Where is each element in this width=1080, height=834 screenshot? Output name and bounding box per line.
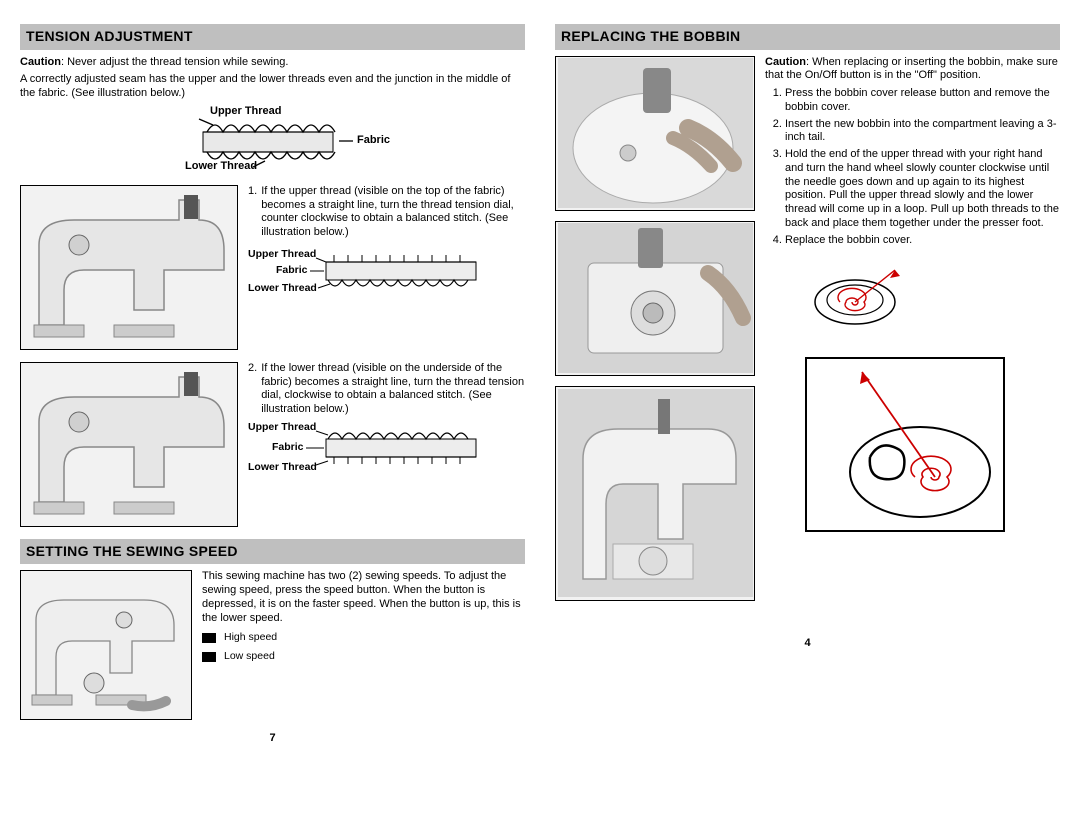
tension-step1-img — [20, 185, 238, 350]
speed-high-row: High speed — [202, 631, 525, 644]
speed-text-side: This sewing machine has two (2) sewing s… — [202, 570, 525, 720]
step2-num: 2. — [248, 362, 257, 417]
bobbin-photo-2 — [555, 221, 755, 376]
mini-diagram-1: Upper Thread Fabric Lower Thread — [248, 244, 525, 299]
thread-diagram: Upper Thread Fabric Lower Thread — [145, 107, 400, 175]
bobbin-caution-text: : When replacing or inserting the bobbin… — [765, 56, 1058, 82]
speed-img — [20, 570, 192, 720]
caution-text: : Never adjust the thread tension while … — [61, 56, 288, 68]
bobbin-caution-label: Caution — [765, 56, 806, 68]
bobbin-photo-3 — [555, 386, 755, 601]
speed-row: This sewing machine has two (2) sewing s… — [20, 570, 525, 720]
diagram-fabric-label: Fabric — [357, 134, 390, 148]
right-page-num: 4 — [555, 637, 1060, 651]
high-speed-icon — [202, 633, 216, 643]
bobbin-step-3: Hold the end of the upper thread with yo… — [785, 148, 1060, 231]
high-speed-label: High speed — [224, 631, 277, 644]
bobbin-text-side: Caution: When replacing or inserting the… — [765, 56, 1060, 601]
speed-text: This sewing machine has two (2) sewing s… — [202, 570, 525, 625]
mini2-fabric: Fabric — [272, 441, 304, 454]
mini1-fabric: Fabric — [276, 264, 308, 277]
tension-step2-row: 2. If the lower thread (visible on the u… — [20, 362, 525, 527]
tension-header: TENSION ADJUSTMENT — [20, 24, 525, 50]
bobbin-step-2: Insert the new bobbin into the compartme… — [785, 118, 1060, 146]
diagram-lower-label: Lower Thread — [185, 160, 257, 174]
speed-low-row: Low speed — [202, 650, 525, 663]
left-column: TENSION ADJUSTMENT Caution: Never adjust… — [20, 24, 525, 746]
mini2-lower: Lower Thread — [248, 461, 317, 474]
tension-caution: Caution: Never adjust the thread tension… — [20, 56, 525, 70]
tension-step2-img — [20, 362, 238, 527]
bobbin-spiral-small — [795, 259, 915, 339]
mini1-upper: Upper Thread — [248, 248, 316, 261]
bobbin-caution: Caution: When replacing or inserting the… — [765, 56, 1060, 84]
bobbin-header: REPLACING THE BOBBIN — [555, 24, 1060, 50]
caution-label: Caution — [20, 56, 61, 68]
step1-text: If the upper thread (visible on the top … — [261, 185, 525, 240]
step2-text: If the lower thread (visible on the unde… — [261, 362, 525, 417]
low-speed-label: Low speed — [224, 650, 275, 663]
bobbin-step-1: Press the bobbin cover release button an… — [785, 87, 1060, 115]
tension-step1-text-side: 1. If the upper thread (visible on the t… — [248, 185, 525, 350]
diagram-upper-label: Upper Thread — [210, 105, 282, 119]
tension-intro: A correctly adjusted seam has the upper … — [20, 73, 525, 101]
step1-num: 1. — [248, 185, 257, 240]
tension-step1-row: 1. If the upper thread (visible on the t… — [20, 185, 525, 350]
tension-step2-text-side: 2. If the lower thread (visible on the u… — [248, 362, 525, 527]
low-speed-icon — [202, 652, 216, 662]
mini2-upper: Upper Thread — [248, 421, 316, 434]
left-page-num: 7 — [20, 732, 525, 746]
bobbin-photo-stack — [555, 56, 755, 601]
speed-header: SETTING THE SEWING SPEED — [20, 539, 525, 565]
bobbin-photo-1 — [555, 56, 755, 211]
bobbin-diagram-box — [805, 357, 1005, 532]
machine-icon — [24, 190, 234, 345]
mini-diagram-2: Upper Thread Fabric Lower Thread — [248, 421, 525, 476]
bobbin-top-row: Caution: When replacing or inserting the… — [555, 56, 1060, 601]
bobbin-step-4: Replace the bobbin cover. — [785, 234, 1060, 248]
machine-icon — [24, 367, 234, 522]
mini1-lower: Lower Thread — [248, 282, 317, 295]
right-column: REPLACING THE BOBBIN — [555, 24, 1060, 746]
bobbin-steps: Press the bobbin cover release button an… — [765, 87, 1060, 247]
page-container: TENSION ADJUSTMENT Caution: Never adjust… — [20, 24, 1060, 746]
machine-icon — [24, 575, 189, 715]
